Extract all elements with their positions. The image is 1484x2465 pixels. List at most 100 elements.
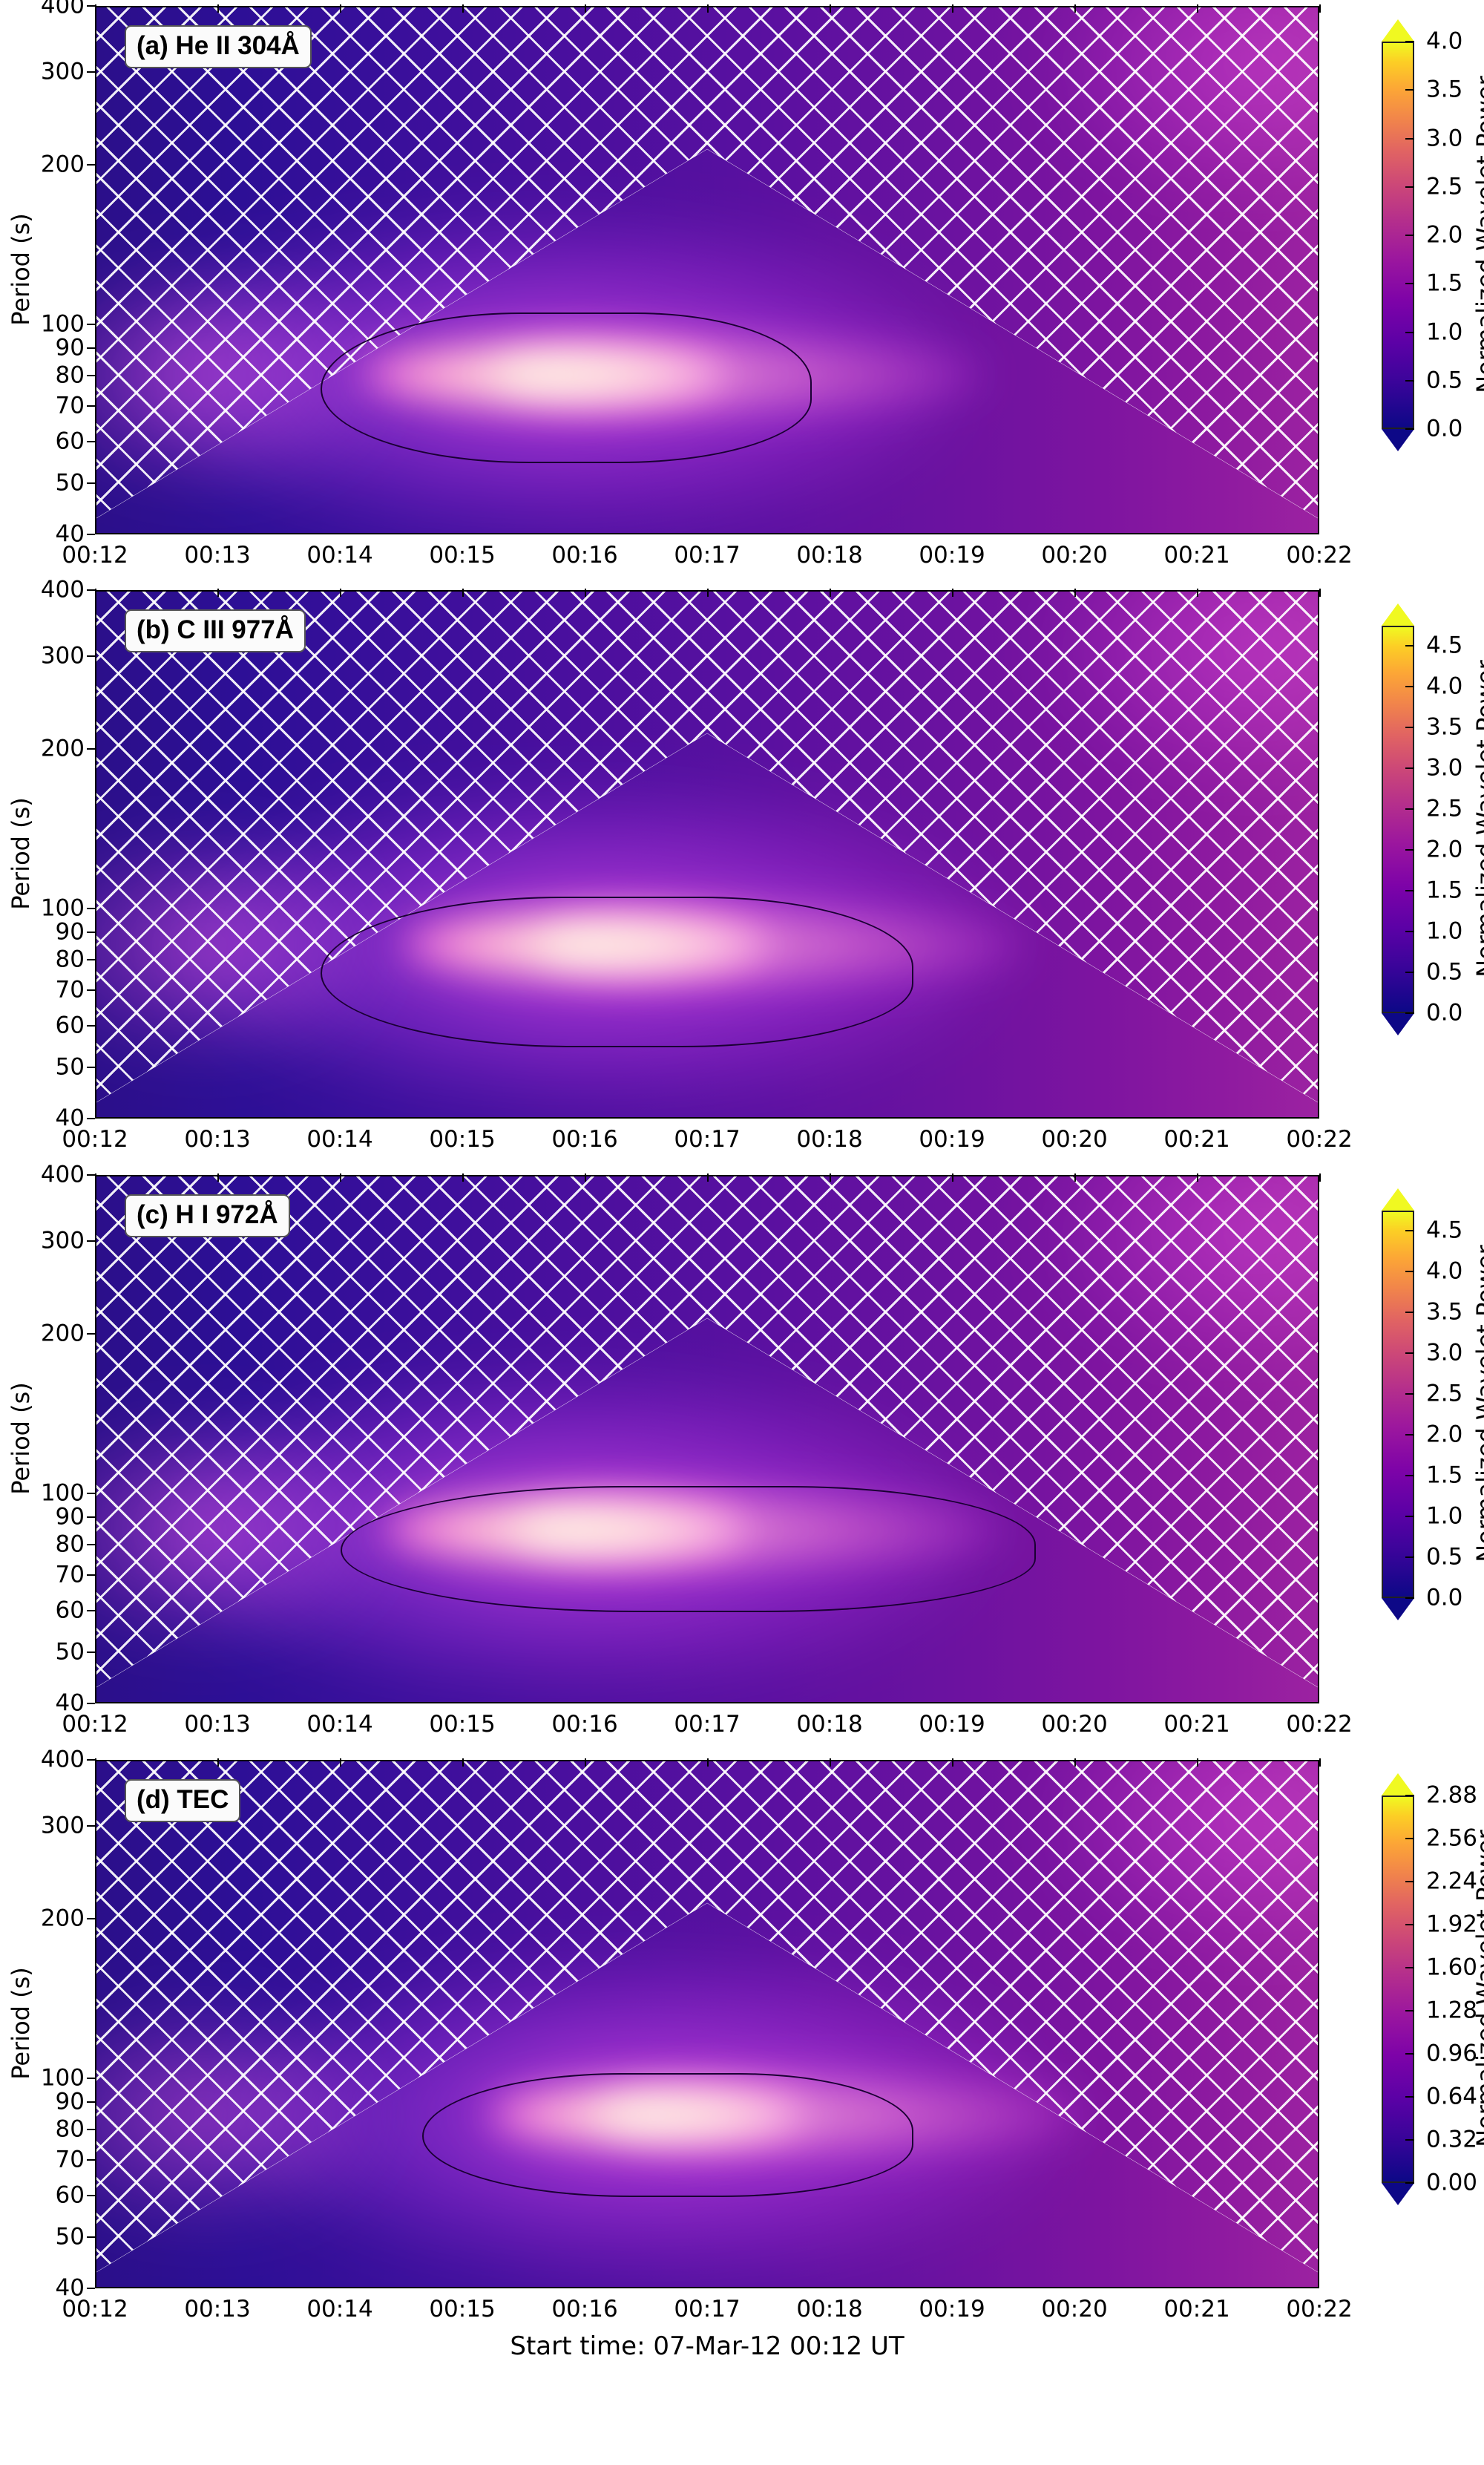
- y-tick-mark: [87, 655, 95, 657]
- x-tick-mark: [1319, 589, 1321, 597]
- x-tick-label: 00:14: [306, 542, 373, 569]
- x-tick-mark: [585, 4, 586, 13]
- y-tick-mark: [87, 1543, 95, 1545]
- colorbar-tick-mark: [1405, 2182, 1414, 2184]
- x-tick-mark: [952, 589, 953, 597]
- colorbar-tick-label: 2.5: [1426, 1380, 1463, 1407]
- y-tick-label: 60: [55, 1597, 85, 1624]
- x-tick-label: 00:20: [1041, 1126, 1108, 1153]
- y-axis-label-c: Period (s): [7, 1382, 35, 1495]
- y-tick-label: 40: [55, 520, 85, 548]
- y-tick-label: 40: [55, 1104, 85, 1132]
- y-tick-label: 90: [55, 1503, 85, 1531]
- colorbar-tick-mark: [1405, 686, 1414, 688]
- x-tick-label: 00:18: [796, 542, 863, 569]
- colorbar-tick-label: 1.92: [1426, 1911, 1478, 1938]
- colorbar-gradient: [1382, 626, 1414, 1013]
- colorbar-axis-label-a: Normalized Wavelet Power: [1471, 76, 1484, 393]
- x-tick-label: 00:13: [184, 1126, 251, 1153]
- colorbar-tick-label: 3.0: [1426, 125, 1463, 151]
- colorbar-a[interactable]: 0.0 0.5 1.0 1.5 2.0 2.5 3.0 3.5 4.0 Normalized Wa…: [1382, 19, 1484, 451]
- colorbar-tick-mark: [1405, 1556, 1414, 1559]
- x-tick-label: 00:20: [1041, 542, 1108, 569]
- colorbar-tick-label: 1.28: [1426, 1997, 1478, 2024]
- y-tick-label: 60: [55, 2181, 85, 2209]
- y-tick-label: 50: [55, 1053, 85, 1081]
- y-tick-mark: [87, 1492, 95, 1494]
- y-tick-label: 40: [55, 2274, 85, 2302]
- x-tick-label: 00:22: [1286, 542, 1353, 569]
- x-tick-label: 00:18: [796, 2296, 863, 2322]
- x-tick-label: 00:13: [184, 542, 251, 569]
- y-tick-mark: [87, 482, 95, 484]
- x-tick-label: 00:13: [184, 1711, 251, 1738]
- colorbar-tick-mark: [1405, 1434, 1414, 1436]
- panel-b: 400 300 200 100 90 80 70 60 50 40 00:12 00:13 00:14 0…: [7, 578, 1353, 1151]
- colorbar-axis-label-d: Normalized Wavelet Power: [1471, 1830, 1484, 2147]
- colorbar-tick-mark: [1405, 1597, 1414, 1599]
- colorbar-b[interactable]: 0.0 0.5 1.0 1.5 2.0 2.5 3.0 3.5 4.0 4.5 Normalized…: [1382, 603, 1484, 1035]
- x-tick-mark: [1319, 1758, 1321, 1767]
- y-tick-mark: [87, 71, 95, 73]
- x-tick-mark: [1074, 589, 1076, 597]
- panel-label-a: (a) He II 304Å: [125, 25, 312, 68]
- x-tick-label: 00:20: [1041, 2296, 1108, 2322]
- heatmap-d[interactable]: [95, 1760, 1319, 2288]
- colorbar-tick-mark: [1405, 645, 1414, 647]
- y-tick-label: 60: [55, 1012, 85, 1039]
- y-tick-label: 300: [40, 642, 85, 670]
- colorbar-d[interactable]: 0.00 0.32 0.64 0.96 1.28 1.60 1.92 2.24 2.56 2.88…: [1382, 1773, 1484, 2205]
- x-tick-mark: [217, 4, 219, 13]
- colorbar-tick-mark: [1405, 331, 1414, 333]
- y-tick-mark: [87, 2128, 95, 2130]
- x-tick-label: 00:19: [919, 542, 985, 569]
- colorbar-tick-label: 0.0: [1426, 415, 1463, 442]
- x-tick-mark: [1319, 1173, 1321, 1182]
- y-tick-label: 200: [40, 735, 85, 762]
- y-tick-mark: [87, 1118, 95, 1119]
- panel-a: 400 300 200 100 90 80 70 60 50 40 00:12 00:13 00:14 0…: [7, 0, 1353, 567]
- colorbar-tick-mark: [1405, 972, 1414, 974]
- y-axis-label-d: Period (s): [7, 1967, 35, 2080]
- x-tick-label: 00:15: [429, 1711, 496, 1738]
- colorbar-tick-label: 2.5: [1426, 173, 1463, 200]
- x-tick-label: 00:18: [796, 1126, 863, 1153]
- y-tick-label: 50: [55, 2223, 85, 2250]
- colorbar-tick-mark: [1405, 931, 1414, 933]
- heatmap-a[interactable]: [95, 6, 1319, 534]
- colorbar-tick-label: 0.5: [1426, 958, 1463, 986]
- y-tick-mark: [87, 589, 95, 591]
- colorbar-tick-mark: [1405, 1352, 1414, 1355]
- x-tick-label: 00:19: [919, 1126, 985, 1153]
- heatmap-c[interactable]: [95, 1175, 1319, 1703]
- x-tick-mark: [95, 4, 96, 13]
- y-tick-mark: [87, 1651, 95, 1653]
- y-tick-mark: [87, 2158, 95, 2161]
- colorbar-tick-mark: [1405, 283, 1414, 285]
- x-tick-label: 00:14: [306, 2296, 373, 2322]
- x-tick-mark: [1197, 589, 1198, 597]
- colorbar-tick-label: 4.0: [1426, 1257, 1463, 1285]
- colorbar-c[interactable]: 0.0 0.5 1.0 1.5 2.0 2.5 3.0 3.5 4.0 4.5 Normalized…: [1382, 1188, 1484, 1620]
- y-tick-mark: [87, 1240, 95, 1242]
- y-tick-mark: [87, 932, 95, 934]
- y-tick-mark: [87, 1609, 95, 1611]
- x-tick-mark: [340, 4, 341, 13]
- y-tick-label: 100: [40, 1479, 85, 1507]
- colorbar-tick-mark: [1405, 1795, 1414, 1796]
- colorbar-tick-mark: [1405, 1967, 1414, 1968]
- heatmap-b[interactable]: [95, 590, 1319, 1119]
- x-tick-mark: [340, 1758, 341, 1767]
- panel-c: 400 300 200 100 90 80 70 60 50 40 00:12 00:13 00:14 0…: [7, 1163, 1353, 1736]
- y-tick-mark: [87, 958, 95, 960]
- y-tick-mark: [87, 323, 95, 325]
- colorbar-tick-mark: [1405, 428, 1414, 430]
- x-tick-label: 00:14: [306, 1126, 373, 1153]
- x-tick-mark: [952, 4, 953, 13]
- colorbar-tick-label: 4.5: [1426, 1217, 1463, 1244]
- colorbar-tick-mark: [1405, 1924, 1414, 1925]
- y-tick-label: 300: [40, 1227, 85, 1254]
- x-tick-label: 00:12: [62, 542, 128, 569]
- colorbar-tick-mark: [1405, 235, 1414, 236]
- x-tick-label: 00:16: [551, 542, 618, 569]
